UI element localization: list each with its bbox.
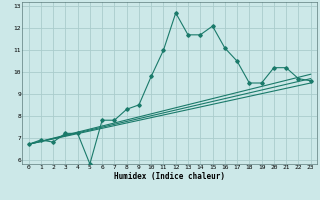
X-axis label: Humidex (Indice chaleur): Humidex (Indice chaleur) xyxy=(114,172,225,181)
